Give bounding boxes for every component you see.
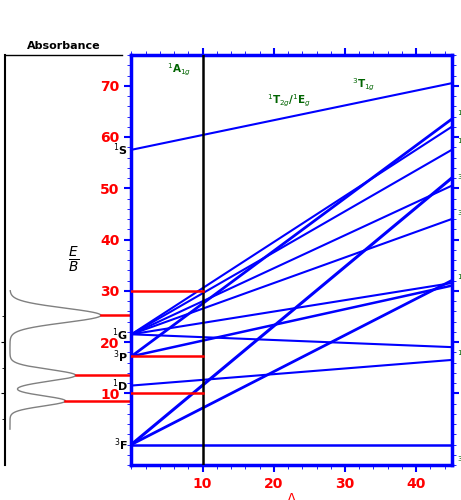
Text: Absorbance: Absorbance [27, 41, 100, 51]
Text: $^1$T$_{2g}$: $^1$T$_{2g}$ [457, 136, 461, 153]
Text: $^3$P: $^3$P [113, 348, 128, 364]
Text: $^1$E$_g$: $^1$E$_g$ [457, 350, 461, 366]
Text: $^1$A$_{1g}$: $^1$A$_{1g}$ [167, 62, 191, 78]
Text: $^3$T$_{1g}$: $^3$T$_{1g}$ [352, 77, 375, 94]
Text: $^1$A$_{1g}$: $^1$A$_{1g}$ [457, 272, 461, 288]
Text: $^1$G: $^1$G [112, 326, 128, 342]
Text: $^1$T$_{1g}$: $^1$T$_{1g}$ [457, 108, 461, 124]
Text: $^1$D: $^1$D [112, 378, 128, 394]
X-axis label: $\frac{\Delta}{B}$: $\frac{\Delta}{B}$ [286, 492, 297, 500]
Text: $^3$T$_{2g}$: $^3$T$_{2g}$ [457, 208, 461, 224]
Text: $^1$S: $^1$S [113, 142, 128, 158]
Text: $^3$A$_{2g}$: $^3$A$_{2g}$ [457, 454, 461, 470]
Text: $^3$F: $^3$F [114, 436, 128, 453]
Text: $^3$T$_{1g}$: $^3$T$_{1g}$ [457, 172, 461, 188]
Text: $^1$T$_{2g}$/$^1$E$_g$: $^1$T$_{2g}$/$^1$E$_g$ [266, 92, 311, 109]
Text: $\frac{E}{B}$: $\frac{E}{B}$ [68, 245, 79, 275]
